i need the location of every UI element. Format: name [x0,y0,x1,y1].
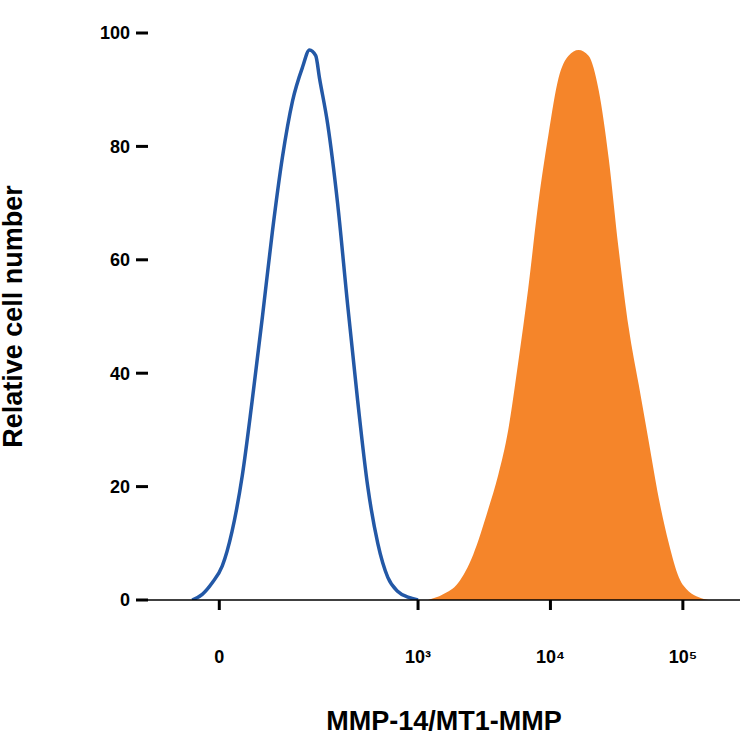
svg-text:20: 20 [110,477,130,497]
svg-text:10⁴: 10⁴ [536,647,565,667]
svg-text:100: 100 [100,23,130,43]
svg-text:MMP-14/MT1-MMP: MMP-14/MT1-MMP [326,706,562,736]
svg-text:10³: 10³ [405,647,431,667]
svg-text:0: 0 [214,647,224,667]
svg-text:80: 80 [110,137,130,157]
svg-text:40: 40 [110,364,130,384]
svg-text:0: 0 [120,590,130,610]
svg-text:Relative cell number: Relative cell number [8,185,28,448]
svg-text:10⁵: 10⁵ [669,647,697,667]
svg-text:60: 60 [110,250,130,270]
